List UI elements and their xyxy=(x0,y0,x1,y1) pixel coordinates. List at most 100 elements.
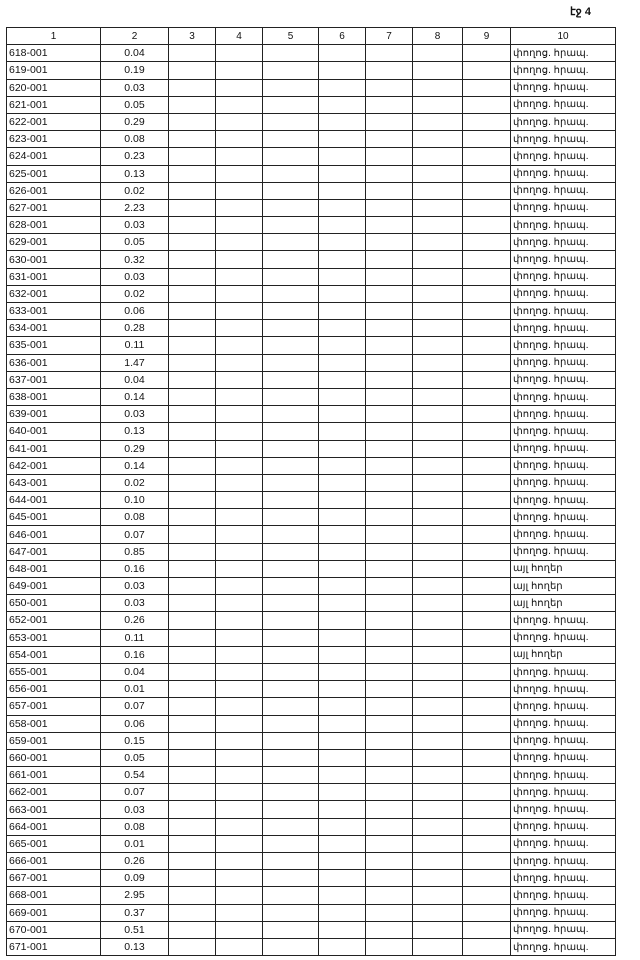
area-value: 2.95 xyxy=(100,886,169,905)
empty-cell xyxy=(262,422,319,441)
empty-cell xyxy=(262,61,319,80)
empty-cell xyxy=(168,216,216,235)
table-row: 641-001 0.29 փողոց. հրապ. xyxy=(6,439,616,458)
empty-cell xyxy=(462,680,511,699)
table-row: 623-001 0.08 փողոց. հրապ. xyxy=(6,130,616,149)
parcel-code: 644-001 xyxy=(6,491,101,510)
table-row: 650-001 0.03 այլ հողեր xyxy=(6,594,616,613)
parcel-code: 619-001 xyxy=(6,61,101,80)
empty-cell xyxy=(318,714,366,733)
area-value: 0.01 xyxy=(100,834,169,854)
empty-cell xyxy=(412,680,463,699)
empty-cell xyxy=(462,920,511,939)
table-row: 619-001 0.19 փողոց. հրապ. xyxy=(6,61,616,80)
empty-cell xyxy=(168,937,216,957)
empty-cell xyxy=(365,783,413,802)
empty-cell xyxy=(462,233,511,252)
land-use: փողոց. հրապ. xyxy=(510,491,616,510)
empty-cell xyxy=(365,181,413,200)
table-row: 624-001 0.23 փողոց. հրապ. xyxy=(6,147,616,166)
table-row: 645-001 0.08 փողոց. հրապ. xyxy=(6,508,616,527)
parcel-code: 645-001 xyxy=(6,508,101,527)
empty-cell xyxy=(215,937,263,957)
empty-cell xyxy=(168,147,216,166)
empty-cell xyxy=(318,301,366,321)
empty-cell xyxy=(262,353,319,372)
empty-cell xyxy=(318,405,366,424)
empty-cell xyxy=(318,353,366,372)
empty-cell xyxy=(168,834,216,854)
empty-cell xyxy=(318,284,366,304)
land-use: փողոց. հրապ. xyxy=(510,353,616,372)
empty-cell xyxy=(412,405,463,424)
empty-cell xyxy=(168,697,216,716)
area-value: 0.51 xyxy=(100,920,169,939)
empty-cell xyxy=(412,937,463,957)
column-header-1: 1 xyxy=(6,26,101,46)
empty-cell xyxy=(262,714,319,733)
empty-cell xyxy=(215,903,263,922)
parcel-code: 648-001 xyxy=(6,559,101,579)
empty-cell xyxy=(462,628,511,647)
empty-cell xyxy=(365,800,413,819)
empty-cell xyxy=(262,405,319,424)
table-row: 620-001 0.03 փողոց. հրապ. xyxy=(6,78,616,97)
parcel-code: 618-001 xyxy=(6,44,101,63)
empty-cell xyxy=(412,645,463,664)
empty-cell xyxy=(262,216,319,235)
area-value: 0.85 xyxy=(100,542,169,561)
empty-cell xyxy=(318,525,366,544)
parcel-code: 622-001 xyxy=(6,112,101,132)
area-value: 0.32 xyxy=(100,250,169,269)
land-use: փողոց. հրապ. xyxy=(510,61,616,80)
empty-cell xyxy=(168,233,216,252)
table-row: 628-001 0.03 փողոց. հրապ. xyxy=(6,216,616,235)
empty-cell xyxy=(365,284,413,304)
area-value: 0.01 xyxy=(100,680,169,699)
land-use: փողոց. հրապ. xyxy=(510,405,616,424)
parcel-code: 647-001 xyxy=(6,542,101,561)
empty-cell xyxy=(262,834,319,854)
empty-cell xyxy=(215,405,263,424)
empty-cell xyxy=(168,353,216,372)
empty-cell xyxy=(168,662,216,682)
empty-cell xyxy=(365,920,413,939)
empty-cell xyxy=(318,508,366,527)
land-use: փողոց. հրապ. xyxy=(510,456,616,475)
empty-cell xyxy=(215,353,263,372)
parcel-code: 630-001 xyxy=(6,250,101,269)
area-value: 0.03 xyxy=(100,800,169,819)
empty-cell xyxy=(412,250,463,269)
empty-cell xyxy=(412,456,463,475)
empty-cell xyxy=(262,645,319,664)
empty-cell xyxy=(262,130,319,149)
empty-cell xyxy=(365,147,413,166)
empty-cell xyxy=(365,250,413,269)
area-value: 0.28 xyxy=(100,319,169,338)
empty-cell xyxy=(365,61,413,80)
table-row: 659-001 0.15 փողոց. հրապ. xyxy=(6,731,616,750)
empty-cell xyxy=(168,817,216,836)
empty-cell xyxy=(318,731,366,750)
empty-cell xyxy=(365,680,413,699)
land-use: այլ հողեր xyxy=(510,594,616,613)
empty-cell xyxy=(462,645,511,664)
table-row: 632-001 0.02 փողոց. հրապ. xyxy=(6,284,616,304)
table-row: 629-001 0.05 փողոց. հրապ. xyxy=(6,233,616,252)
empty-cell xyxy=(262,370,319,389)
empty-cell xyxy=(262,181,319,200)
empty-cell xyxy=(262,112,319,132)
empty-cell xyxy=(462,473,511,493)
table-row: 640-001 0.13 փողոց. հրապ. xyxy=(6,422,616,441)
empty-cell xyxy=(462,181,511,200)
area-value: 0.08 xyxy=(100,508,169,527)
area-value: 1.47 xyxy=(100,353,169,372)
empty-cell xyxy=(168,783,216,802)
empty-cell xyxy=(412,662,463,682)
empty-cell xyxy=(215,920,263,939)
empty-cell xyxy=(412,130,463,149)
empty-cell xyxy=(412,61,463,80)
empty-cell xyxy=(365,628,413,647)
empty-cell xyxy=(318,559,366,579)
parcel-code: 640-001 xyxy=(6,422,101,441)
